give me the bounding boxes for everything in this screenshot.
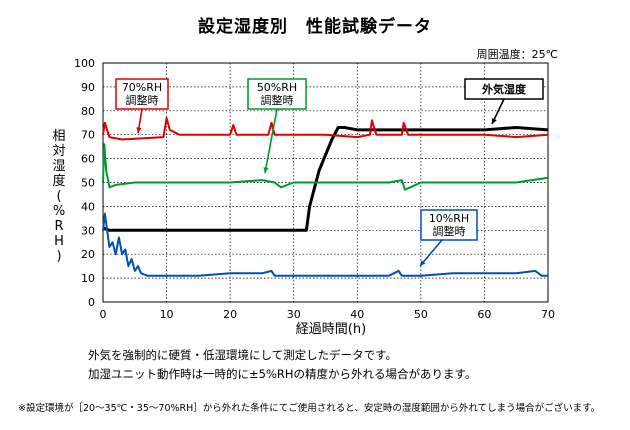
y-axis-label: 相対湿度(% R H) [52, 129, 65, 264]
y-axis-label-char: ) [56, 249, 61, 264]
y-axis-label-char: 相 [52, 129, 65, 144]
x-tick-label: 0 [100, 308, 107, 321]
series-line [102, 126, 549, 232]
y-tick-label: 0 [88, 296, 95, 309]
ambient-temperature-label: 周囲温度：25℃ [476, 48, 558, 61]
y-axis-label-char: ( [56, 189, 61, 204]
series-label-line: 調整時 [433, 224, 466, 238]
y-tick-label: 40 [81, 200, 95, 213]
series-label-box [247, 78, 307, 110]
y-tick-label: 60 [81, 153, 95, 166]
series-line [102, 212, 548, 277]
series-label-line: 10%RH [429, 212, 469, 225]
series-label-text: 外気湿度 [481, 82, 527, 96]
series-label-line: 外気湿度 [481, 82, 527, 96]
arrow-head [420, 260, 426, 266]
y-tick-label: 20 [81, 248, 95, 261]
series-label-text: 50%RH 調整時 [257, 81, 297, 107]
x-tick-label: 40 [350, 308, 364, 321]
y-axis-label-char: % [53, 204, 65, 219]
series-label-text: 10%RH 調整時 [429, 212, 469, 238]
y-tick-label: 30 [81, 224, 95, 237]
x-tick-label: 60 [477, 308, 491, 321]
axis-ticks: 0 10 20 30 40 50 60 70 80 90 100 0 10 20 30 40 50 60 70 [74, 57, 555, 321]
x-tick-label: 30 [287, 308, 301, 321]
x-tick-label: 20 [223, 308, 237, 321]
x-tick-label: 50 [414, 308, 428, 321]
y-axis-label-char: 湿 [52, 159, 65, 174]
series-label-arrow [264, 108, 278, 174]
arrow-head [136, 127, 142, 133]
note-line-1: 外気を強制的に硬質・低湿環境にして測定したデータです。 [88, 348, 398, 362]
x-tick-label: 10 [160, 308, 174, 321]
note-line-2: 加湿ユニット動作時は一時的に±5%RHの精度から外れる場合があります。 [88, 367, 477, 381]
chart-title: 設定湿度別 性能試験データ [198, 17, 432, 37]
x-axis-label: 経過時間(h) [296, 322, 366, 337]
series-label-box [420, 209, 478, 241]
series-label-line: 70%RH [122, 81, 162, 94]
arrow-head [263, 167, 269, 173]
y-tick-label: 90 [81, 81, 95, 94]
series-line [102, 143, 549, 191]
series-label-line: 調整時 [126, 93, 159, 107]
x-tick-label: 70 [541, 308, 555, 321]
series-lines [102, 117, 549, 277]
series-label-box [115, 78, 169, 110]
y-tick-label: 70 [81, 129, 95, 142]
y-axis-label-char: R [54, 219, 63, 234]
series-label-line: 調整時 [261, 93, 294, 107]
series-label-line: 50%RH [257, 81, 297, 94]
series-label-text: 70%RH 調整時 [122, 81, 162, 107]
humidity-chart: 0 10 20 30 40 50 60 70 80 90 100 0 10 20 30 40 50 60 70 外気… [52, 57, 555, 337]
y-axis-label-char: H [54, 234, 64, 249]
y-axis-label-char: 度 [52, 173, 65, 189]
footnote: ※設定環境が［20～35℃・35～70%RH］から外れた条件にてご使用されると、… [18, 403, 601, 414]
y-tick-label: 80 [81, 105, 95, 118]
y-tick-label: 10 [81, 272, 95, 285]
y-axis-label-char: 対 [52, 144, 65, 159]
series-label-arrow [419, 239, 443, 267]
y-tick-label: 100 [74, 57, 95, 70]
y-tick-label: 50 [81, 177, 95, 190]
arrow-head [491, 118, 497, 124]
